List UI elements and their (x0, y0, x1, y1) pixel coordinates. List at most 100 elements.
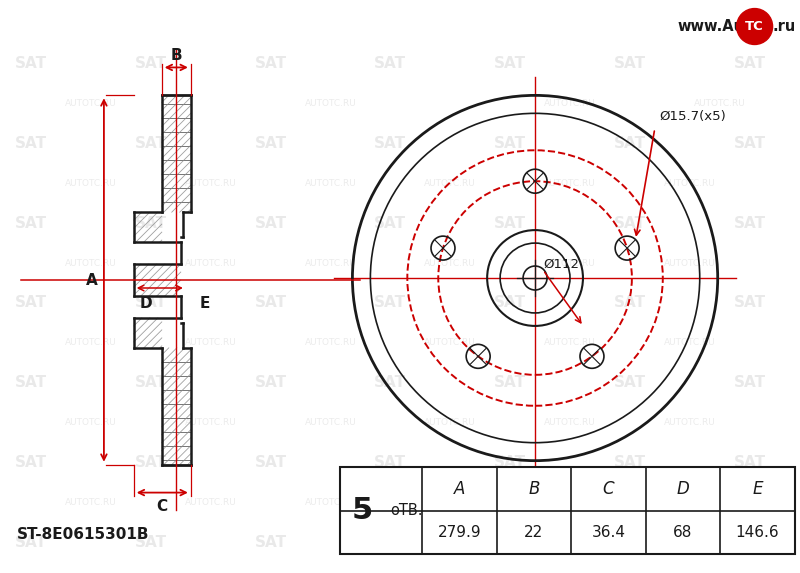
Text: AUTOTC.RU: AUTOTC.RU (185, 179, 237, 188)
Text: AUTOTC.RU: AUTOTC.RU (185, 258, 237, 268)
Text: SAT: SAT (15, 375, 47, 390)
Text: AUTOTC.RU: AUTOTC.RU (544, 179, 596, 188)
Text: SAT: SAT (134, 136, 167, 151)
Text: Ø112: Ø112 (543, 257, 579, 270)
Text: AUTOTC.RU: AUTOTC.RU (65, 498, 117, 507)
Text: SAT: SAT (494, 455, 526, 470)
Text: SAT: SAT (134, 375, 167, 390)
Text: SAT: SAT (254, 296, 286, 311)
Text: SAT: SAT (254, 375, 286, 390)
Text: SAT: SAT (374, 296, 406, 311)
Text: AUTOTC.RU: AUTOTC.RU (664, 418, 716, 427)
Text: SAT: SAT (15, 136, 47, 151)
Text: AUTOTC.RU: AUTOTC.RU (305, 339, 356, 347)
Text: SAT: SAT (15, 455, 47, 470)
Text: AUTOTC.RU: AUTOTC.RU (544, 99, 596, 108)
Text: SAT: SAT (15, 215, 47, 230)
Text: AUTOTC.RU: AUTOTC.RU (305, 258, 356, 268)
Text: AUTOTC.RU: AUTOTC.RU (664, 339, 716, 347)
Text: SAT: SAT (734, 56, 766, 71)
Text: SAT: SAT (494, 136, 526, 151)
Text: D: D (677, 480, 690, 497)
Text: 36.4: 36.4 (591, 525, 626, 540)
Text: AUTOTC.RU: AUTOTC.RU (305, 179, 356, 188)
Text: E: E (199, 296, 210, 312)
Text: AUTOTC.RU: AUTOTC.RU (305, 99, 356, 108)
Text: SAT: SAT (494, 535, 526, 550)
Text: SAT: SAT (734, 455, 766, 470)
Text: AUTOTC.RU: AUTOTC.RU (664, 179, 716, 188)
Text: SAT: SAT (134, 215, 167, 230)
Text: AUTOTC.RU: AUTOTC.RU (65, 179, 117, 188)
Text: C: C (602, 480, 614, 497)
Text: TC: TC (746, 20, 764, 33)
Text: 279.9: 279.9 (438, 525, 482, 540)
Text: SAT: SAT (614, 375, 646, 390)
Text: AUTOTC.RU: AUTOTC.RU (185, 498, 237, 507)
Text: SAT: SAT (494, 215, 526, 230)
Text: AUTOTC.RU: AUTOTC.RU (65, 99, 117, 108)
Text: AUTOTC.RU: AUTOTC.RU (544, 339, 596, 347)
Text: SAT: SAT (614, 455, 646, 470)
Text: A: A (86, 273, 98, 288)
Text: Ø15.7(x5): Ø15.7(x5) (660, 111, 726, 123)
Text: оТВ.: оТВ. (390, 503, 423, 518)
Text: AUTOTC.RU: AUTOTC.RU (185, 418, 237, 427)
Text: AUTOTC.RU: AUTOTC.RU (424, 339, 476, 347)
Text: AUTOTC.RU: AUTOTC.RU (65, 258, 117, 268)
Text: AUTOTC.RU: AUTOTC.RU (544, 498, 596, 507)
Text: SAT: SAT (374, 215, 406, 230)
Text: SAT: SAT (614, 136, 646, 151)
Text: SAT: SAT (494, 296, 526, 311)
Text: www.Auto: www.Auto (678, 19, 762, 34)
Text: AUTOTC.RU: AUTOTC.RU (185, 339, 237, 347)
Text: SAT: SAT (614, 296, 646, 311)
Text: SAT: SAT (374, 56, 406, 71)
Text: SAT: SAT (134, 56, 167, 71)
Text: B: B (170, 48, 182, 63)
Text: 22: 22 (524, 525, 543, 540)
Text: AUTOTC.RU: AUTOTC.RU (305, 418, 356, 427)
Text: 146.6: 146.6 (735, 525, 779, 540)
Text: ST-8E0615301B: ST-8E0615301B (17, 527, 149, 542)
Text: SAT: SAT (374, 455, 406, 470)
Text: SAT: SAT (494, 56, 526, 71)
Text: AUTOTC.RU: AUTOTC.RU (424, 258, 476, 268)
Text: A: A (454, 480, 465, 497)
Text: AUTOTC.RU: AUTOTC.RU (65, 418, 117, 427)
Text: 5: 5 (352, 496, 373, 525)
Text: D: D (139, 296, 152, 312)
Text: AUTOTC.RU: AUTOTC.RU (664, 258, 716, 268)
Text: AUTOTC.RU: AUTOTC.RU (544, 258, 596, 268)
Text: AUTOTC.RU: AUTOTC.RU (424, 498, 476, 507)
Text: SAT: SAT (134, 455, 167, 470)
Text: SAT: SAT (134, 296, 167, 311)
Text: SAT: SAT (374, 535, 406, 550)
Text: SAT: SAT (254, 56, 286, 71)
Text: SAT: SAT (734, 296, 766, 311)
Text: SAT: SAT (374, 375, 406, 390)
Text: SAT: SAT (254, 136, 286, 151)
Text: SAT: SAT (734, 136, 766, 151)
Text: SAT: SAT (614, 56, 646, 71)
Text: SAT: SAT (15, 296, 47, 311)
Text: SAT: SAT (134, 535, 167, 550)
Text: AUTOTC.RU: AUTOTC.RU (694, 99, 746, 108)
Text: C: C (157, 499, 168, 514)
Text: SAT: SAT (15, 535, 47, 550)
Text: AUTOTC.RU: AUTOTC.RU (424, 179, 476, 188)
Text: AUTOTC.RU: AUTOTC.RU (424, 418, 476, 427)
Text: SAT: SAT (734, 535, 766, 550)
Text: SAT: SAT (494, 375, 526, 390)
Text: SAT: SAT (734, 215, 766, 230)
Text: AUTOTC.RU: AUTOTC.RU (305, 498, 356, 507)
Text: 68: 68 (673, 525, 693, 540)
Text: SAT: SAT (374, 136, 406, 151)
Bar (341, 466, 794, 555)
Text: SAT: SAT (614, 535, 646, 550)
Text: SAT: SAT (254, 535, 286, 550)
Text: B: B (528, 480, 540, 497)
Text: SAT: SAT (254, 455, 286, 470)
Text: SAT: SAT (15, 56, 47, 71)
Text: .ru: .ru (773, 19, 796, 34)
